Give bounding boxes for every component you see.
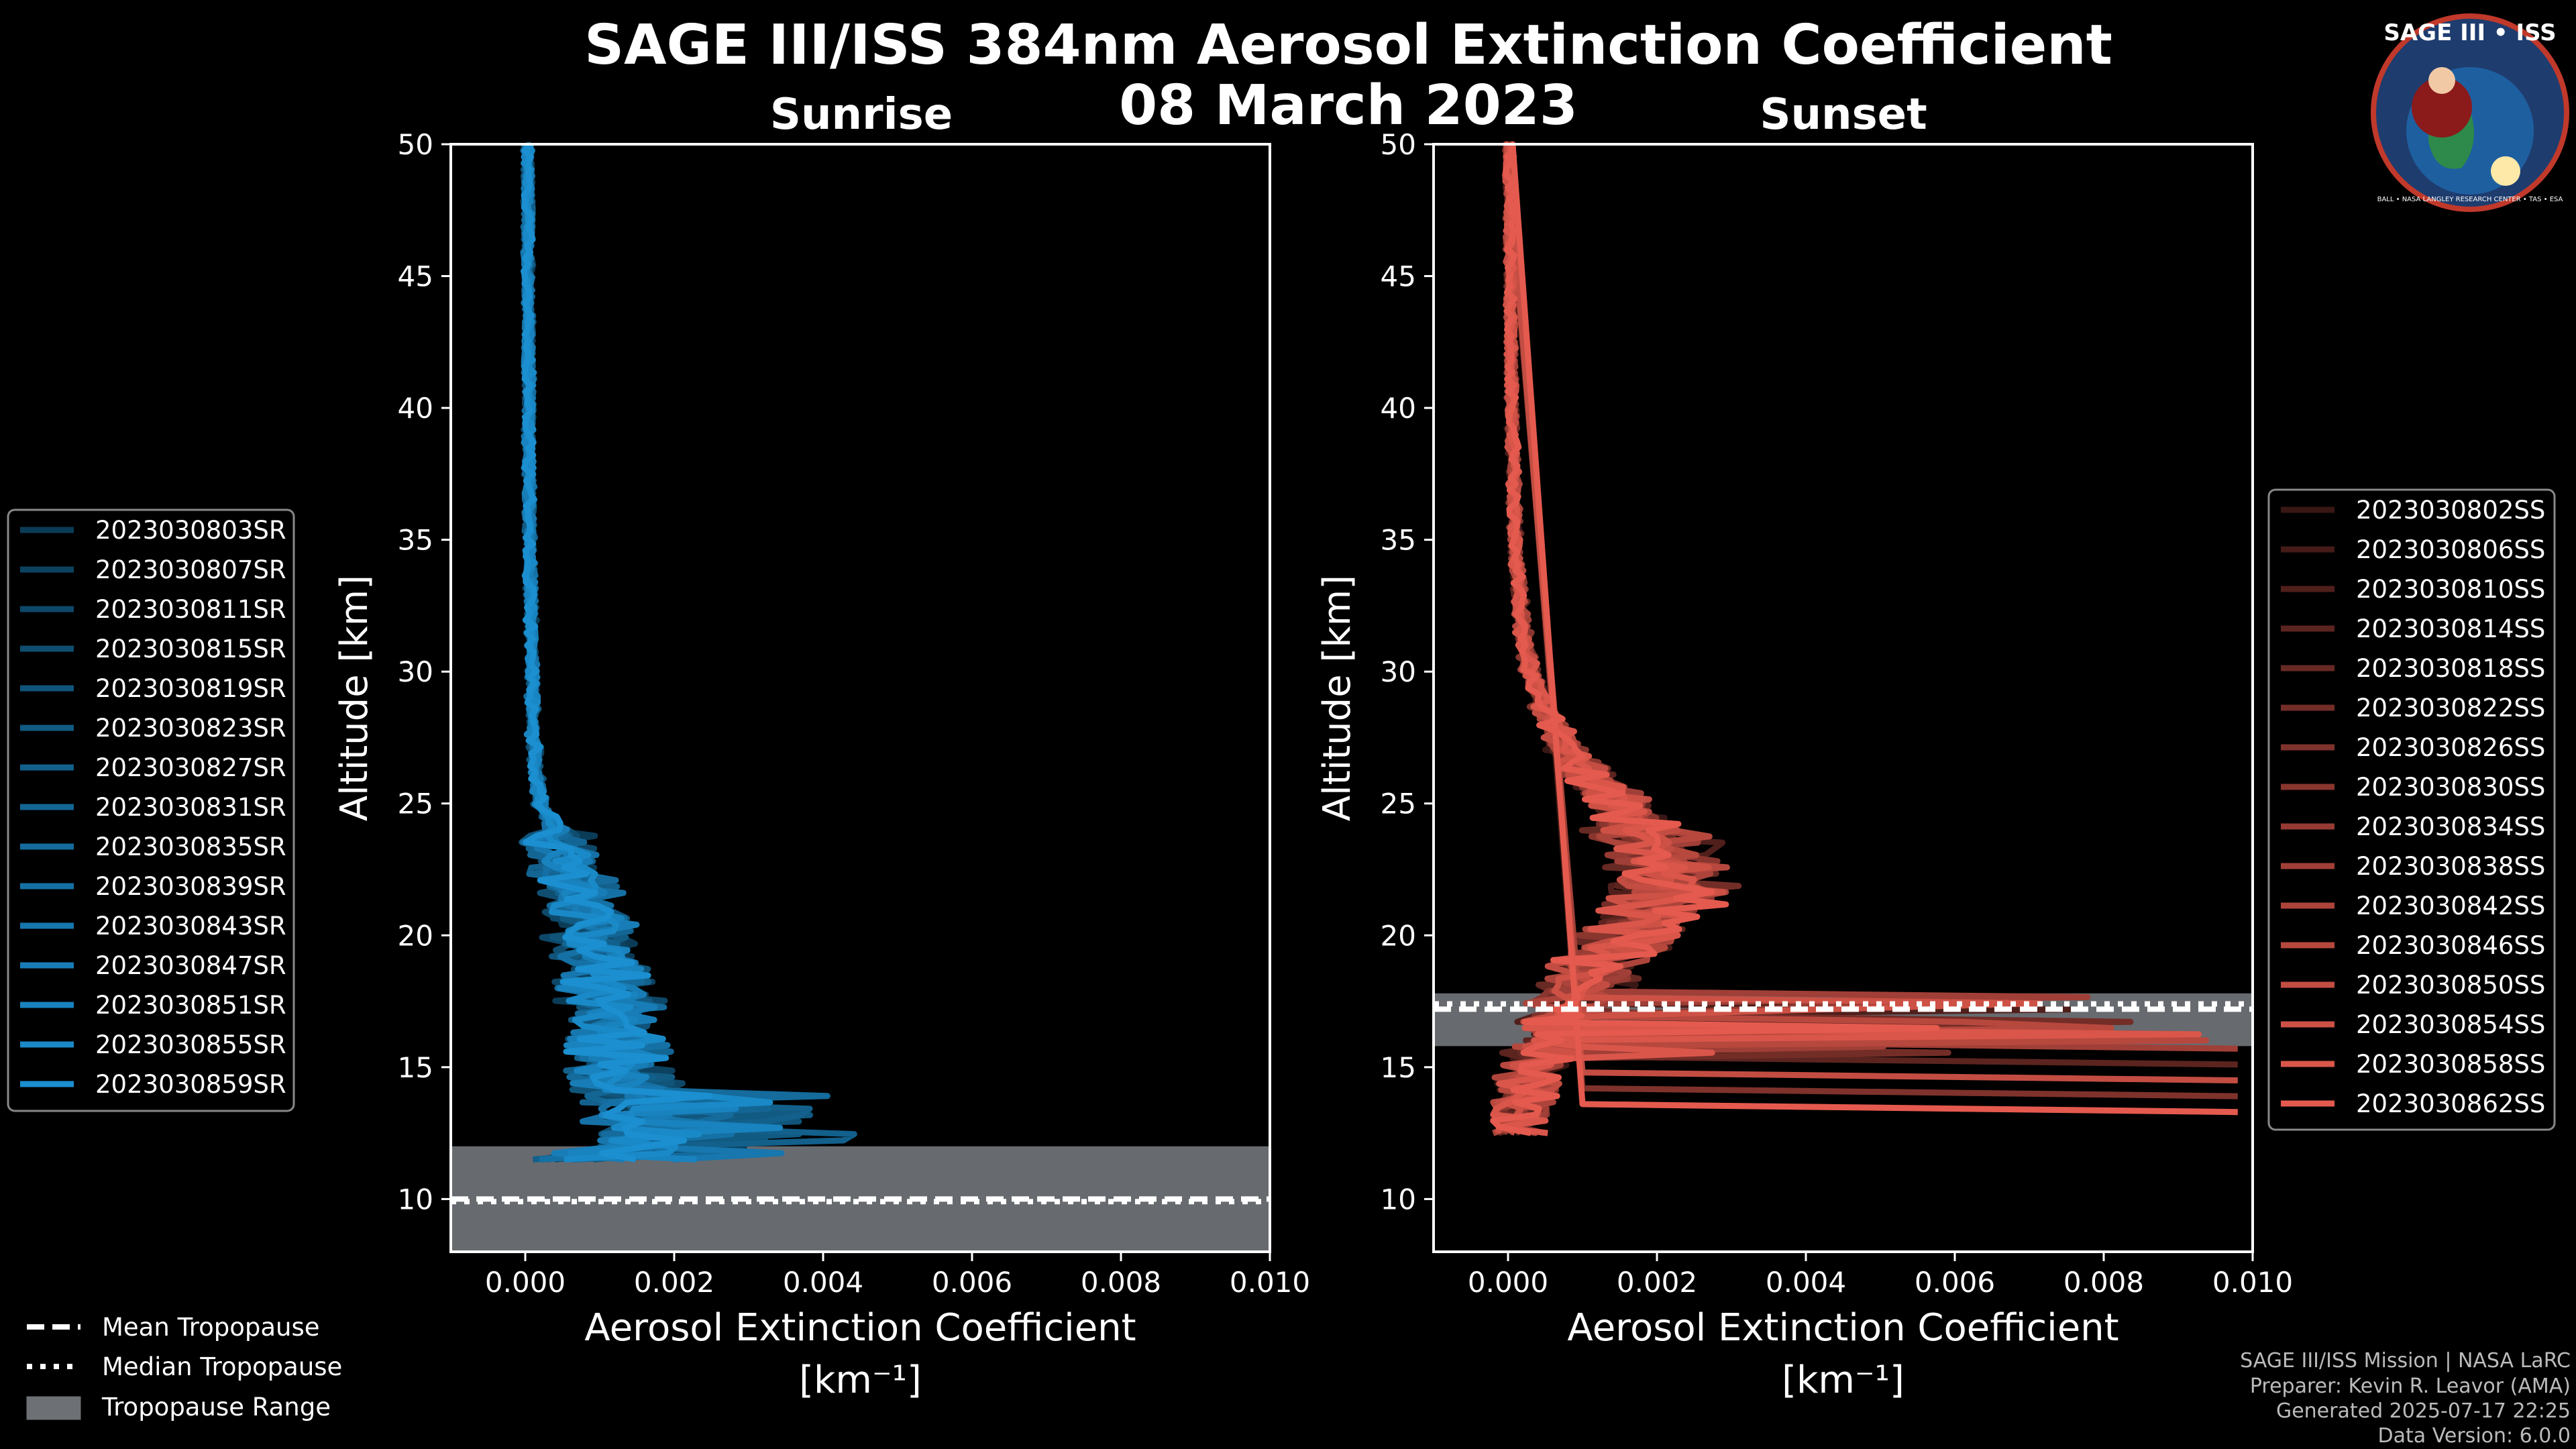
legend-entry: 2023030855SR bbox=[95, 1030, 286, 1059]
x-tick-label: 0.010 bbox=[1230, 1266, 1310, 1299]
figure-subtitle: 08 March 2023 bbox=[1119, 74, 1578, 138]
footer-mission: SAGE III/ISS Mission | NASA LaRC bbox=[2240, 1349, 2571, 1373]
legend-entry: 2023030814SS bbox=[2356, 614, 2545, 643]
legend-entry: 2023030819SR bbox=[95, 674, 286, 703]
legend-entry: 2023030858SS bbox=[2356, 1050, 2545, 1079]
y-tick-label: 30 bbox=[1381, 655, 1416, 688]
x-tick-label: 0.002 bbox=[634, 1266, 714, 1299]
plot-area bbox=[1434, 144, 2253, 1252]
x-tick-label: 0.000 bbox=[485, 1266, 566, 1299]
legend-entry: 2023030838SS bbox=[2356, 852, 2545, 881]
legend-entry: 2023030847SR bbox=[95, 951, 286, 980]
y-tick-label: 40 bbox=[1381, 392, 1416, 425]
legend-entry: 2023030851SR bbox=[95, 991, 286, 1020]
legend-entry: 2023030802SS bbox=[2356, 496, 2545, 525]
y-tick-label: 15 bbox=[398, 1051, 433, 1084]
legend-entry: 2023030822SS bbox=[2356, 694, 2545, 722]
y-tick-label: 25 bbox=[398, 788, 433, 820]
sunrise-panel-title: Sunrise bbox=[770, 90, 953, 140]
y-tick-label: 35 bbox=[1381, 524, 1416, 557]
legend-entry: 2023030846SS bbox=[2356, 931, 2545, 960]
profile-line bbox=[1490, 141, 2238, 1136]
legend-entry: 2023030843SR bbox=[95, 912, 286, 941]
x-tick-label: 0.004 bbox=[1766, 1266, 1846, 1299]
y-tick-label: 20 bbox=[398, 919, 433, 952]
y-axis-label: Altitude [km] bbox=[1316, 575, 1359, 821]
median-tropopause-label: Median Tropopause bbox=[102, 1352, 342, 1381]
y-tick-label: 10 bbox=[1381, 1183, 1416, 1216]
legend-entry: 2023030862SS bbox=[2356, 1089, 2545, 1118]
footer-version: Data Version: 6.0.0 bbox=[2378, 1424, 2571, 1448]
x-tick-label: 0.004 bbox=[783, 1266, 863, 1299]
y-tick-label: 50 bbox=[1381, 128, 1416, 161]
y-axis-label: Altitude [km] bbox=[333, 575, 376, 821]
badge-title: SAGE III • ISS bbox=[2383, 19, 2556, 46]
legend-entry: 2023030831SR bbox=[95, 793, 286, 822]
x-tick-label: 0.008 bbox=[1081, 1266, 1161, 1299]
x-axis-unit: [km⁻¹] bbox=[799, 1358, 922, 1402]
x-axis-label: Aerosol Extinction Coefficient bbox=[584, 1306, 1136, 1350]
legend-entry: 2023030806SS bbox=[2356, 535, 2545, 564]
legend-entry: 2023030830SS bbox=[2356, 773, 2545, 802]
y-tick-label: 35 bbox=[398, 524, 433, 557]
x-tick-label: 0.010 bbox=[2212, 1266, 2293, 1299]
legend-entry: 2023030834SS bbox=[2356, 812, 2545, 841]
footer-preparer: Preparer: Kevin R. Leavor (AMA) bbox=[2250, 1375, 2571, 1398]
x-tick-label: 0.008 bbox=[2063, 1266, 2144, 1299]
legend-entry: 2023030859SR bbox=[95, 1070, 286, 1099]
profile-line bbox=[521, 142, 713, 1163]
legend-entry: 2023030818SS bbox=[2356, 654, 2545, 683]
tropopause-range-label: Tropopause Range bbox=[101, 1393, 331, 1421]
sage-iii-iss-badge: SAGE III • ISS BALL • NASA LANGLEY RESEA… bbox=[2371, 13, 2569, 212]
y-tick-label: 15 bbox=[1381, 1051, 1416, 1084]
y-tick-label: 45 bbox=[398, 260, 433, 293]
x-tick-label: 0.000 bbox=[1468, 1266, 1548, 1299]
legend-entry: 2023030815SR bbox=[95, 635, 286, 663]
footer-generated: Generated 2025-07-17 22:25 bbox=[2276, 1399, 2571, 1423]
x-tick-label: 0.006 bbox=[1915, 1266, 1995, 1299]
y-tick-label: 10 bbox=[398, 1183, 433, 1216]
legend-entry: 2023030854SS bbox=[2356, 1010, 2545, 1039]
legend-entry: 2023030835SR bbox=[95, 833, 286, 861]
x-axis-unit: [km⁻¹] bbox=[1782, 1358, 1904, 1402]
x-tick-label: 0.002 bbox=[1617, 1266, 1697, 1299]
sunrise-legend: 2023030803SR 2023030807SR 2023030811SR 2023… bbox=[7, 508, 295, 1112]
y-tick-label: 25 bbox=[1381, 788, 1416, 820]
y-tick-label: 20 bbox=[1381, 919, 1416, 952]
credits-footer: SAGE III/ISS Mission | NASA LaRC Prepare… bbox=[2240, 1349, 2571, 1448]
plot-frame bbox=[449, 143, 1271, 1253]
y-tick-label: 50 bbox=[398, 128, 433, 161]
legend-entry: 2023030826SS bbox=[2356, 733, 2545, 762]
legend-entry: 2023030839SR bbox=[95, 872, 286, 901]
sunset-panel: 10 15 20 25 30 35 40 45 50 0.000 0.002 0.004 0.006 0.… bbox=[1316, 128, 2293, 1402]
figure-title: SAGE III/ISS 384nm Aerosol Extinction Co… bbox=[584, 13, 2112, 77]
mean-tropopause-label: Mean Tropopause bbox=[102, 1313, 320, 1342]
x-tick-label: 0.006 bbox=[932, 1266, 1012, 1299]
badge-subtitle: BALL • NASA LANGLEY RESEARCH CENTER • TA… bbox=[2377, 196, 2563, 203]
legend-entry: 2023030803SR bbox=[95, 516, 286, 545]
legend-entry: 2023030810SS bbox=[2356, 575, 2545, 604]
tropopause-legend: Mean Tropopause Median Tropopause Tropop… bbox=[26, 1313, 342, 1421]
legend-entry: 2023030850SS bbox=[2356, 971, 2545, 1000]
legend-entry: 2023030827SR bbox=[95, 753, 286, 782]
plot-frame bbox=[1432, 143, 2254, 1253]
y-tick-label: 30 bbox=[398, 655, 433, 688]
legend-entry: 2023030807SR bbox=[95, 555, 286, 584]
sunset-legend: 2023030802SS 2023030806SS 2023030810SS 2023… bbox=[2267, 488, 2556, 1131]
x-axis-label: Aerosol Extinction Coefficient bbox=[1567, 1306, 2118, 1350]
sunset-panel-title: Sunset bbox=[1760, 90, 1927, 140]
legend-entry: 2023030823SR bbox=[95, 714, 286, 743]
y-tick-label: 45 bbox=[1381, 260, 1416, 293]
y-tick-label: 40 bbox=[398, 392, 433, 425]
legend-entry: 2023030842SS bbox=[2356, 892, 2545, 920]
legend-entry: 2023030811SR bbox=[95, 595, 286, 624]
sunrise-panel: 10 15 20 25 30 35 40 45 50 0.000 0.002 0.004 0.006 0.… bbox=[333, 128, 1310, 1402]
